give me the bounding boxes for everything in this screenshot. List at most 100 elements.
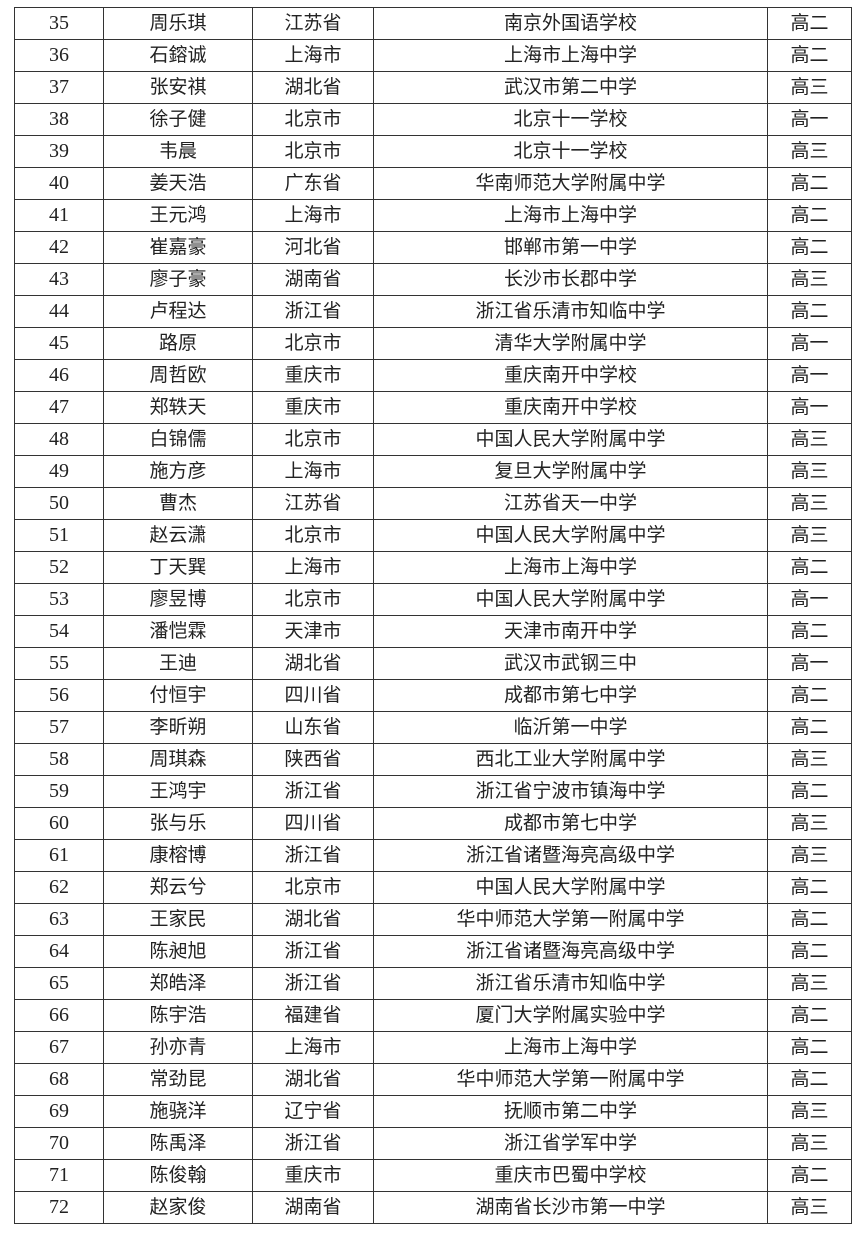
province-cell: 广东省 bbox=[252, 167, 374, 200]
school-cell: 成都市第七中学 bbox=[373, 679, 768, 712]
school-cell: 南京外国语学校 bbox=[373, 7, 768, 40]
name-cell: 张安祺 bbox=[103, 71, 253, 104]
rank-cell: 62 bbox=[14, 871, 104, 904]
rank-cell: 46 bbox=[14, 359, 104, 392]
rank-cell: 44 bbox=[14, 295, 104, 328]
table-row: 42 崔嘉豪 河北省 邯郸市第一中学 高二 bbox=[14, 231, 852, 264]
school-cell: 浙江省宁波市镇海中学 bbox=[373, 775, 768, 808]
name-cell: 常劲昆 bbox=[103, 1063, 253, 1096]
grade-cell: 高二 bbox=[767, 871, 852, 904]
table-row: 49 施方彦 上海市 复旦大学附属中学 高三 bbox=[14, 455, 852, 488]
name-cell: 付恒宇 bbox=[103, 679, 253, 712]
grade-cell: 高三 bbox=[767, 423, 852, 456]
table-row: 45 路原 北京市 清华大学附属中学 高一 bbox=[14, 327, 852, 360]
province-cell: 重庆市 bbox=[252, 391, 374, 424]
name-cell: 赵云潇 bbox=[103, 519, 253, 552]
province-cell: 浙江省 bbox=[252, 775, 374, 808]
rank-cell: 42 bbox=[14, 231, 104, 264]
grade-cell: 高一 bbox=[767, 647, 852, 680]
grade-cell: 高三 bbox=[767, 1127, 852, 1160]
school-cell: 西北工业大学附属中学 bbox=[373, 743, 768, 776]
school-cell: 上海市上海中学 bbox=[373, 551, 768, 584]
school-cell: 华南师范大学附属中学 bbox=[373, 167, 768, 200]
grade-cell: 高二 bbox=[767, 7, 852, 40]
school-cell: 武汉市武钢三中 bbox=[373, 647, 768, 680]
school-cell: 中国人民大学附属中学 bbox=[373, 871, 768, 904]
province-cell: 北京市 bbox=[252, 327, 374, 360]
grade-cell: 高二 bbox=[767, 615, 852, 648]
school-cell: 上海市上海中学 bbox=[373, 39, 768, 72]
rank-cell: 54 bbox=[14, 615, 104, 648]
school-cell: 清华大学附属中学 bbox=[373, 327, 768, 360]
school-cell: 浙江省诸暨海亮高级中学 bbox=[373, 935, 768, 968]
name-cell: 姜天浩 bbox=[103, 167, 253, 200]
table-row: 59 王鸿宇 浙江省 浙江省宁波市镇海中学 高二 bbox=[14, 775, 852, 808]
province-cell: 重庆市 bbox=[252, 359, 374, 392]
rank-cell: 49 bbox=[14, 455, 104, 488]
province-cell: 上海市 bbox=[252, 551, 374, 584]
rank-cell: 57 bbox=[14, 711, 104, 744]
school-cell: 复旦大学附属中学 bbox=[373, 455, 768, 488]
grade-cell: 高三 bbox=[767, 263, 852, 296]
province-cell: 福建省 bbox=[252, 999, 374, 1032]
province-cell: 湖北省 bbox=[252, 1063, 374, 1096]
grade-cell: 高二 bbox=[767, 903, 852, 936]
name-cell: 陈禹泽 bbox=[103, 1127, 253, 1160]
name-cell: 白锦儒 bbox=[103, 423, 253, 456]
school-cell: 浙江省乐清市知临中学 bbox=[373, 295, 768, 328]
school-cell: 邯郸市第一中学 bbox=[373, 231, 768, 264]
table-row: 48 白锦儒 北京市 中国人民大学附属中学 高三 bbox=[14, 423, 852, 456]
grade-cell: 高三 bbox=[767, 967, 852, 1000]
table-row: 58 周琪森 陕西省 西北工业大学附属中学 高三 bbox=[14, 743, 852, 776]
rank-cell: 67 bbox=[14, 1031, 104, 1064]
table-row: 51 赵云潇 北京市 中国人民大学附属中学 高三 bbox=[14, 519, 852, 552]
name-cell: 王迪 bbox=[103, 647, 253, 680]
school-cell: 江苏省天一中学 bbox=[373, 487, 768, 520]
name-cell: 韦晨 bbox=[103, 135, 253, 168]
name-cell: 石鎔诚 bbox=[103, 39, 253, 72]
province-cell: 上海市 bbox=[252, 199, 374, 232]
name-cell: 郑云兮 bbox=[103, 871, 253, 904]
name-cell: 周哲欧 bbox=[103, 359, 253, 392]
rank-cell: 38 bbox=[14, 103, 104, 136]
province-cell: 陕西省 bbox=[252, 743, 374, 776]
province-cell: 重庆市 bbox=[252, 1159, 374, 1192]
province-cell: 天津市 bbox=[252, 615, 374, 648]
province-cell: 上海市 bbox=[252, 39, 374, 72]
province-cell: 湖北省 bbox=[252, 71, 374, 104]
school-cell: 中国人民大学附属中学 bbox=[373, 423, 768, 456]
school-cell: 浙江省乐清市知临中学 bbox=[373, 967, 768, 1000]
rank-cell: 60 bbox=[14, 807, 104, 840]
table-row: 36 石鎔诚 上海市 上海市上海中学 高二 bbox=[14, 39, 852, 72]
name-cell: 李昕朔 bbox=[103, 711, 253, 744]
name-cell: 施方彦 bbox=[103, 455, 253, 488]
rank-cell: 39 bbox=[14, 135, 104, 168]
table-row: 44 卢程达 浙江省 浙江省乐清市知临中学 高二 bbox=[14, 295, 852, 328]
school-cell: 长沙市长郡中学 bbox=[373, 263, 768, 296]
province-cell: 山东省 bbox=[252, 711, 374, 744]
table-row: 53 廖昱博 北京市 中国人民大学附属中学 高一 bbox=[14, 583, 852, 616]
table-row: 72 赵家俊 湖南省 湖南省长沙市第一中学 高三 bbox=[14, 1191, 852, 1224]
name-cell: 周琪森 bbox=[103, 743, 253, 776]
table-row: 43 廖子豪 湖南省 长沙市长郡中学 高三 bbox=[14, 263, 852, 296]
table-row: 35 周乐琪 江苏省 南京外国语学校 高二 bbox=[14, 7, 852, 40]
school-cell: 湖南省长沙市第一中学 bbox=[373, 1191, 768, 1224]
grade-cell: 高一 bbox=[767, 327, 852, 360]
province-cell: 浙江省 bbox=[252, 295, 374, 328]
grade-cell: 高三 bbox=[767, 71, 852, 104]
school-cell: 成都市第七中学 bbox=[373, 807, 768, 840]
student-list-table: 35 周乐琪 江苏省 南京外国语学校 高二 36 石鎔诚 上海市 上海市上海中学 高二 37 张安祺湖… bbox=[14, 7, 852, 1224]
name-cell: 徐子健 bbox=[103, 103, 253, 136]
name-cell: 卢程达 bbox=[103, 295, 253, 328]
name-cell: 张与乐 bbox=[103, 807, 253, 840]
rank-cell: 65 bbox=[14, 967, 104, 1000]
province-cell: 北京市 bbox=[252, 583, 374, 616]
province-cell: 江苏省 bbox=[252, 7, 374, 40]
school-cell: 华中师范大学第一附属中学 bbox=[373, 1063, 768, 1096]
name-cell: 施骁洋 bbox=[103, 1095, 253, 1128]
name-cell: 曹杰 bbox=[103, 487, 253, 520]
name-cell: 周乐琪 bbox=[103, 7, 253, 40]
school-cell: 上海市上海中学 bbox=[373, 199, 768, 232]
grade-cell: 高三 bbox=[767, 839, 852, 872]
school-cell: 重庆南开中学校 bbox=[373, 391, 768, 424]
